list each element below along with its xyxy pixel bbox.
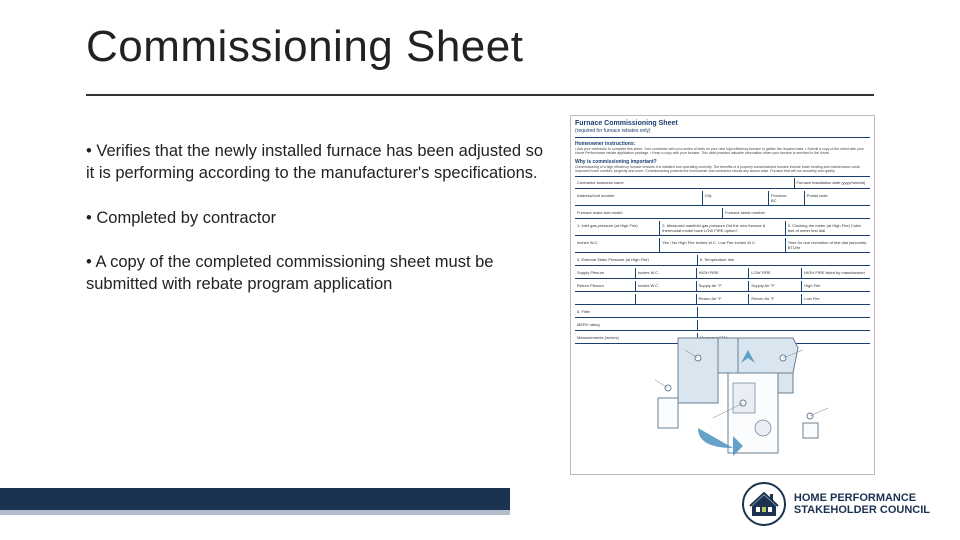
sheet-cell: Address/Unit number [575,191,702,205]
sheet-cell: Return Plenum [575,281,635,291]
footer-logo-text: HOME PERFORMANCE STAKEHOLDER COUNCIL [794,492,930,516]
sheet-cell [575,294,635,304]
sheet-cell: Supply Plenum [575,268,635,278]
sheet-cell: 5. Temperature rise [697,255,870,265]
sheet-cell: Yes / No High Fire inches W.C. Low Fire … [659,238,784,252]
slide: Commissioning Sheet • Verifies that the … [0,0,960,540]
sheet-row: 1. Inlet gas pressure (at High Fire) 2. … [575,221,870,236]
sheet-cell: 3. Clocking the meter (at High Fire) Cub… [785,221,870,235]
sheet-cell: Postal code [804,191,870,205]
sheet-cell: ProvinceBC [768,191,804,205]
logo-line1: HOME PERFORMANCE [794,492,930,504]
bullet-item: • Completed by contractor [86,207,551,229]
footer-logo: HOME PERFORMANCE STAKEHOLDER COUNCIL [742,482,930,526]
sheet-cell: HIGH FIRE listed by manufacturer [801,268,870,278]
commissioning-sheet-preview: Furnace Commissioning Sheet (required fo… [570,115,875,475]
page-title: Commissioning Sheet [86,22,523,72]
sheet-row: Address/Unit number City ProvinceBC Post… [575,191,870,206]
sheet-row: Return Air °F Return Air °F Low Fire [575,294,870,305]
sheet-cell: 4. External Static Pressure (at High Fir… [575,255,697,265]
sheet-row: 4. External Static Pressure (at High Fir… [575,255,870,266]
sheet-cell: City [702,191,768,205]
sheet-cell: Return Air °F [748,294,801,304]
sheet-cell: inches W.C. [635,268,696,278]
sheet-cell: HIGH FIRE [696,268,749,278]
sheet-cell: inches W.C. [635,281,696,291]
footer-accent-bar [0,488,510,510]
sheet-cell: High Fire [801,281,870,291]
sheet-row: Contractor business name Furnace install… [575,178,870,189]
sheet-cell: 2. Measured manifold gas pressure Did th… [659,221,784,235]
logo-line2: STAKEHOLDER COUNCIL [794,504,930,516]
house-logo-icon [742,482,786,526]
sheet-cell: Furnace installation date (yyyy/mm/dd) [794,178,871,188]
title-underline [86,94,874,96]
sheet-cell: 1. Inlet gas pressure (at High Fire) [575,221,659,235]
sheet-cell: Inches W.C. [575,238,659,252]
sheet-subtitle: (required for furnace rebates only) [575,128,870,134]
sheet-row: Supply Plenum inches W.C. HIGH FIRE LOW … [575,268,870,279]
sheet-row: Inches W.C. Yes / No High Fire inches W.… [575,238,870,253]
sheet-cell: 6. Filter [575,307,697,317]
sheet-cell: Contractor business name [575,178,794,188]
sheet-cell: Time for one revolution of test dial (se… [785,238,870,252]
bullet-item: • Verifies that the newly installed furn… [86,140,551,185]
furnace-diagram [643,328,843,463]
footer-accent-light [0,510,510,515]
sheet-cell [697,307,870,317]
sheet-cell: Return Air °F [696,294,749,304]
sheet-section-body: • Ask your contractor to complete this s… [575,147,870,156]
sheet-cell: LOW FIRE [748,268,801,278]
sheet-title: Furnace Commissioning Sheet [575,120,870,127]
bullet-list: • Verifies that the newly installed furn… [86,140,551,317]
sheet-row: Furnace make and model Furnace serial nu… [575,208,870,219]
sheet-cell [635,294,696,304]
sheet-cell: Furnace make and model [575,208,722,218]
sheet-row: 6. Filter [575,307,870,318]
sheet-cell: Supply Air °F [696,281,749,291]
sheet-cell: Supply Air °F [748,281,801,291]
sheet-cell: Furnace serial number [722,208,870,218]
bullet-item: • A copy of the completed commissioning … [86,251,551,296]
sheet-row: Return Plenum inches W.C. Supply Air °F … [575,281,870,292]
sheet-cell: Low Fire [801,294,870,304]
sheet-section-body: Commissioning of a high efficiency furna… [575,165,870,174]
